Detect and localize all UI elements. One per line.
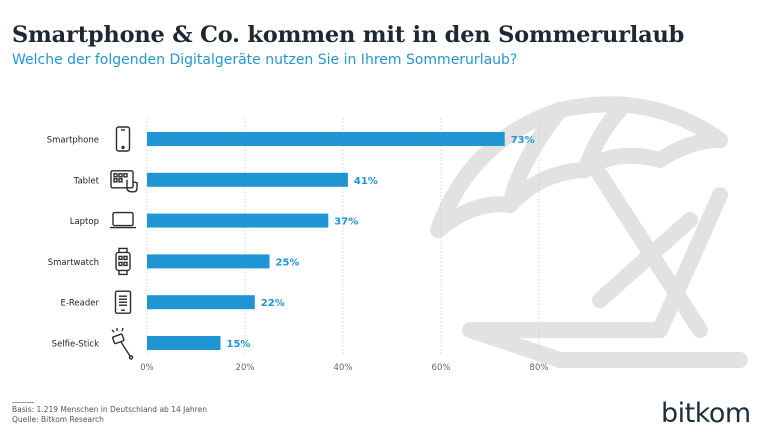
category-label: Smartwatch [48,258,99,268]
basis-note: Basis: 1.219 Menschen in Deutschland ab … [12,405,207,414]
value-label: 41% [354,176,378,187]
selfie-stick-icon [111,327,134,360]
value-label: 25% [276,257,300,268]
x-tick-label: 0% [140,363,154,373]
category-label: Smartphone [47,136,99,146]
chart-title: Smartphone & Co. kommen mit in den Somme… [12,22,685,48]
category-label: Selfie-Stick [52,340,99,350]
bitkom-logo: bitkom [661,398,751,429]
chart-subtitle: Welche der folgenden Digitalgeräte nutze… [12,52,518,68]
value-label: 15% [227,339,251,350]
bar [147,254,270,269]
smartwatch-icon [115,247,131,276]
e-reader-icon [114,290,132,314]
x-tick-label: 80% [530,363,549,373]
x-tick-label: 40% [334,363,353,373]
x-tick-label: 60% [432,363,451,373]
value-label: 73% [511,135,535,146]
bar [147,336,221,350]
bar [147,213,329,228]
smartphone-icon [115,126,131,152]
footnote: Basis: 1.219 Menschen in Deutschland ab … [12,405,207,425]
laptop-icon [110,211,136,229]
x-tick-label: 20% [236,363,255,373]
tablet-icon [110,170,138,193]
value-label: 22% [261,298,285,309]
source-note: Quelle: Bitkom Research [12,415,104,424]
bar [147,132,505,146]
category-label: E-Reader [60,299,99,309]
bar [147,172,348,187]
category-label: Tablet [73,176,100,186]
category-label: Laptop [70,217,99,227]
value-label: 37% [334,217,358,228]
bar [147,295,255,310]
footnote-rule [12,402,34,403]
